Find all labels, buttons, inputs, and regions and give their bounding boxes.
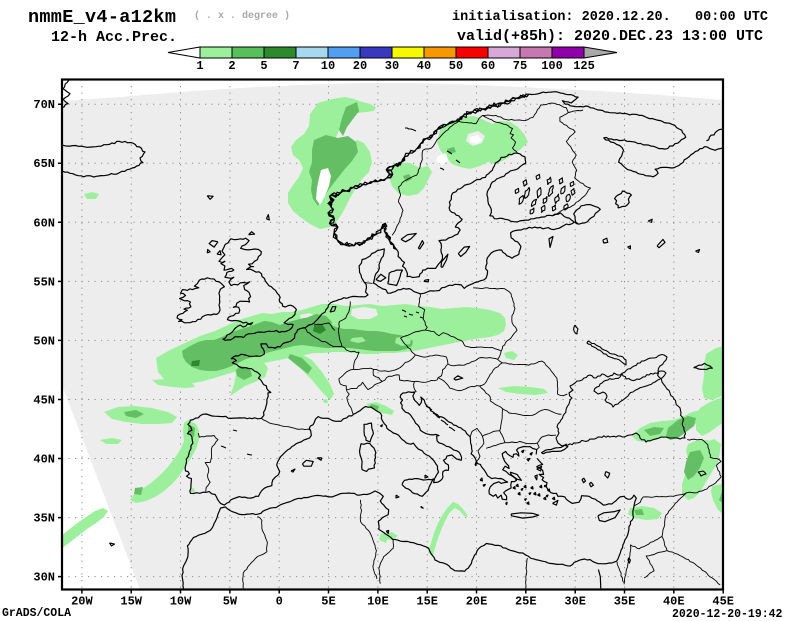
svg-text:75: 75 <box>513 59 527 73</box>
svg-text:1: 1 <box>196 59 203 73</box>
svg-text:40N: 40N <box>33 453 55 467</box>
svg-text:5W: 5W <box>223 595 238 609</box>
svg-text:30N: 30N <box>33 571 55 585</box>
svg-text:40E: 40E <box>663 595 685 609</box>
svg-text:7: 7 <box>292 59 299 73</box>
svg-text:0: 0 <box>276 595 283 609</box>
svg-text:30: 30 <box>385 59 399 73</box>
svg-text:20E: 20E <box>466 595 488 609</box>
svg-text:10W: 10W <box>170 595 192 609</box>
svg-text:50N: 50N <box>33 334 55 348</box>
svg-text:25E: 25E <box>515 595 537 609</box>
svg-text:2: 2 <box>228 59 235 73</box>
svg-text:5: 5 <box>260 59 267 73</box>
svg-text:15E: 15E <box>416 595 438 609</box>
svg-text:60: 60 <box>481 59 495 73</box>
svg-text:35E: 35E <box>614 595 636 609</box>
svg-text:30E: 30E <box>564 595 586 609</box>
svg-text:45N: 45N <box>33 394 55 408</box>
svg-text:15W: 15W <box>120 595 142 609</box>
svg-text:35N: 35N <box>33 512 55 526</box>
svg-text:60N: 60N <box>33 216 55 230</box>
svg-text:10: 10 <box>321 59 335 73</box>
svg-text:65N: 65N <box>33 157 55 171</box>
svg-text:100: 100 <box>541 59 563 73</box>
svg-text:40: 40 <box>417 59 431 73</box>
svg-text:70N: 70N <box>33 98 55 112</box>
svg-text:50: 50 <box>449 59 463 73</box>
svg-text:10E: 10E <box>367 595 389 609</box>
svg-text:55N: 55N <box>33 275 55 289</box>
svg-text:20W: 20W <box>71 595 93 609</box>
svg-text:5E: 5E <box>321 595 335 609</box>
svg-text:45E: 45E <box>712 595 734 609</box>
svg-text:20: 20 <box>353 59 367 73</box>
svg-text:125: 125 <box>573 59 595 73</box>
